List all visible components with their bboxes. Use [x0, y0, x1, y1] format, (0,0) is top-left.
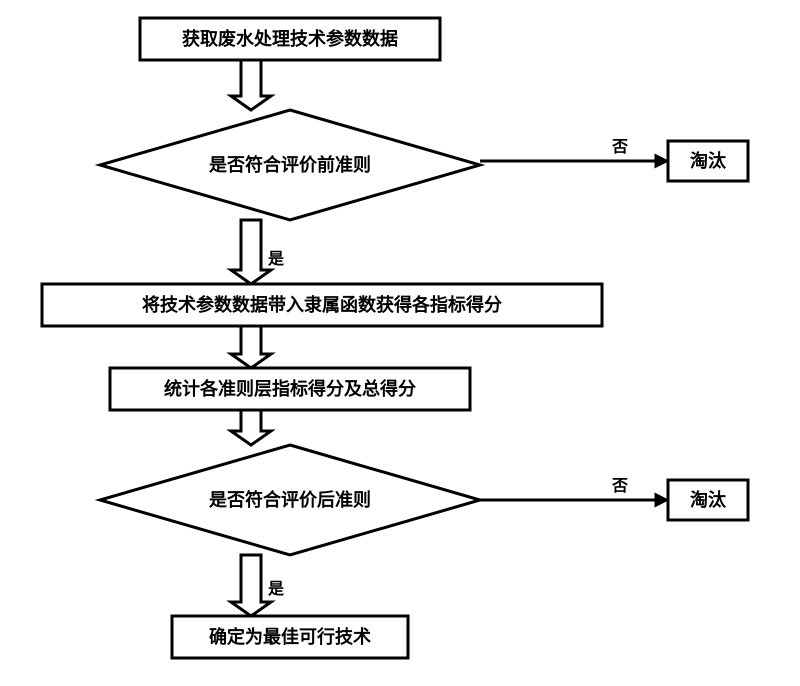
edge-label: 是 [267, 250, 284, 268]
edge-label: 是 [267, 580, 284, 598]
node-r1-label: 淘汰 [690, 150, 727, 171]
block-arrow-down [231, 555, 271, 616]
block-arrow-down [231, 326, 271, 368]
node-d2-label: 是否符合评价后准则 [208, 489, 371, 510]
node-r2-label: 淘汰 [690, 489, 727, 510]
block-arrow-down [231, 410, 271, 445]
edge-label: 否 [611, 138, 628, 156]
block-arrow-down [231, 220, 271, 284]
node-n2-label: 将技术参数数据带入隶属函数获得各指标得分 [142, 294, 502, 315]
node-n4-label: 确定为最佳可行技术 [209, 626, 371, 647]
node-n1-label: 获取废水处理技术参数数据 [182, 28, 398, 49]
block-arrow-down [231, 60, 271, 110]
nodes-layer: 获取废水处理技术参数数据是否符合评价前准则淘汰将技术参数数据带入隶属函数获得各指… [42, 18, 748, 658]
node-n3-label: 统计各准则层指标得分及总得分 [164, 378, 416, 399]
edge-label: 否 [611, 477, 628, 495]
node-d1-label: 是否符合评价前准则 [208, 154, 371, 175]
